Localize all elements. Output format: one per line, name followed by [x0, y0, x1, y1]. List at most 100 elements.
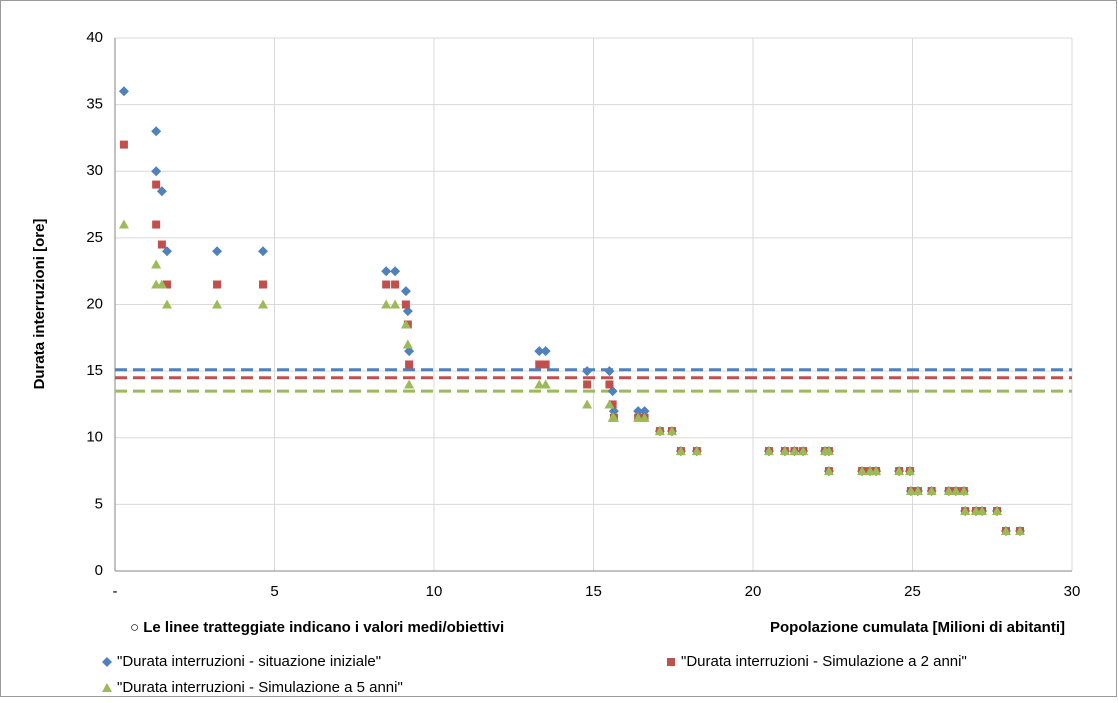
point	[608, 406, 619, 417]
point	[118, 86, 129, 97]
point	[607, 386, 618, 397]
point	[992, 506, 1003, 516]
point	[871, 466, 882, 476]
point	[960, 506, 971, 516]
point	[258, 246, 269, 257]
point	[857, 466, 868, 476]
legend-marker	[102, 657, 112, 667]
point	[404, 346, 415, 357]
point	[608, 412, 619, 422]
y-tick-label: 25	[86, 229, 103, 246]
point	[540, 379, 551, 389]
x-tick-label: 10	[426, 583, 443, 600]
point	[943, 486, 954, 496]
point	[540, 346, 551, 357]
point	[950, 486, 961, 496]
point	[212, 246, 223, 257]
point	[402, 306, 413, 317]
point	[390, 266, 401, 277]
point	[400, 319, 411, 329]
point	[118, 219, 129, 229]
point	[633, 406, 644, 417]
point	[391, 280, 400, 289]
point	[534, 379, 545, 389]
point	[151, 166, 162, 177]
point	[402, 339, 413, 349]
point	[604, 399, 615, 409]
point	[1000, 526, 1011, 536]
point	[157, 240, 166, 249]
y-tick-label: 5	[95, 495, 103, 512]
point	[894, 466, 905, 476]
point	[534, 346, 545, 357]
point	[381, 299, 392, 309]
annotation: ○ Le linee tratteggiate indicano i valor…	[130, 619, 504, 636]
point	[582, 399, 593, 409]
point	[763, 446, 774, 456]
point	[823, 466, 834, 476]
point	[779, 446, 790, 456]
point	[654, 426, 665, 436]
point	[381, 266, 392, 277]
point	[823, 446, 834, 456]
point	[151, 259, 162, 269]
legend-label: "Durata interruzioni - Simulazione a 5 a…	[117, 679, 403, 696]
point	[1015, 526, 1026, 536]
point	[639, 412, 650, 422]
x-tick-label: 15	[585, 583, 602, 600]
point	[583, 380, 592, 389]
point	[633, 412, 644, 422]
x-axis-label: Popolazione cumulata [Milioni di abitant…	[770, 619, 1065, 636]
point	[541, 360, 550, 369]
point	[400, 286, 411, 297]
x-tick-label: 30	[1064, 583, 1081, 600]
y-tick-label: 20	[86, 295, 103, 312]
y-tick-label: 10	[86, 429, 103, 446]
point	[926, 486, 937, 496]
point	[639, 406, 650, 417]
x-tick-label: 25	[904, 583, 921, 600]
point	[958, 486, 969, 496]
point	[604, 366, 615, 377]
y-tick-label: 0	[95, 562, 103, 579]
point	[912, 486, 923, 496]
point	[789, 446, 800, 456]
point	[258, 299, 269, 309]
point	[119, 140, 128, 149]
legend-marker	[667, 658, 675, 666]
point	[691, 446, 702, 456]
point	[798, 446, 809, 456]
legend-marker	[102, 683, 112, 692]
point	[212, 299, 223, 309]
point	[608, 400, 617, 409]
y-axis-label: Durata interruzioni [ore]	[31, 219, 48, 390]
point	[259, 280, 268, 289]
point	[161, 299, 172, 309]
point	[390, 299, 401, 309]
point	[151, 126, 162, 137]
point	[675, 446, 686, 456]
point	[382, 280, 391, 289]
point	[666, 426, 677, 436]
x-tick-label: -	[113, 583, 118, 600]
x-tick-label: 20	[745, 583, 762, 600]
legend-label: "Durata interruzioni - Simulazione a 2 a…	[681, 653, 967, 670]
point	[152, 180, 161, 189]
point	[535, 360, 544, 369]
point	[152, 220, 161, 229]
point	[582, 366, 593, 377]
point	[404, 379, 415, 389]
point	[213, 280, 222, 289]
legend-label: "Durata interruzioni - situazione inizia…	[117, 653, 381, 670]
point	[401, 300, 410, 309]
y-tick-label: 35	[86, 96, 103, 113]
y-tick-label: 40	[86, 29, 103, 46]
point	[405, 360, 414, 369]
point	[977, 506, 988, 516]
point	[156, 186, 167, 197]
point	[904, 466, 915, 476]
x-tick-label: 5	[270, 583, 278, 600]
point	[905, 486, 916, 496]
